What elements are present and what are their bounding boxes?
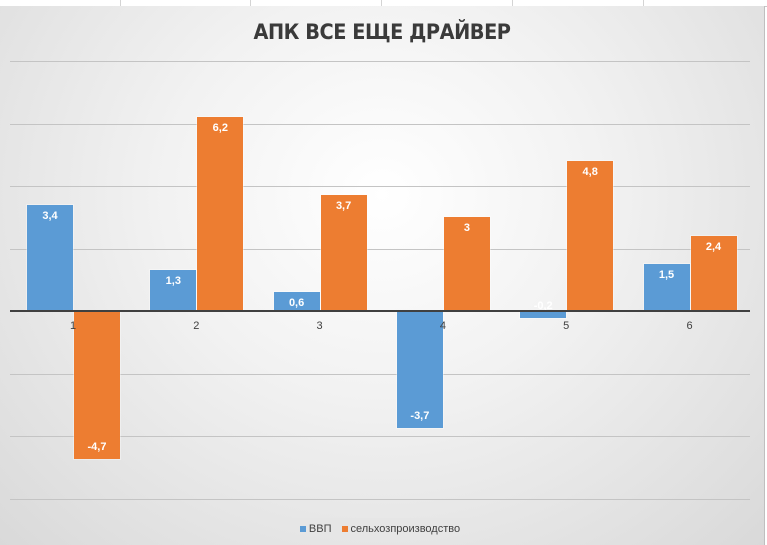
- x-axis-tick-label: 5: [563, 320, 570, 332]
- x-axis-tick-label: 3: [316, 320, 323, 332]
- data-label: -3,7: [410, 409, 430, 422]
- gridline: [10, 61, 750, 62]
- x-axis-line: [10, 310, 750, 312]
- gridline: [10, 186, 750, 187]
- sheet-column-divider: [120, 0, 121, 6]
- data-label: -4,7: [87, 440, 107, 453]
- data-label: 3,7: [335, 200, 352, 213]
- legend-swatch-agriculture-icon: [341, 526, 348, 532]
- legend-item-gdp[interactable]: ВВП: [299, 523, 332, 535]
- bar-gdp-1[interactable]: [27, 204, 73, 311]
- bar-agriculture-6[interactable]: [690, 236, 737, 311]
- data-label: 3,4: [42, 209, 58, 222]
- data-label: 4,8: [582, 166, 598, 178]
- data-label: 1,5: [658, 269, 675, 282]
- bar-gdp-3[interactable]: [273, 292, 320, 311]
- gridline: [10, 123, 750, 125]
- legend-item-agriculture[interactable]: сельхозпроизводство: [341, 523, 461, 535]
- sheet-column-divider: [381, 0, 382, 6]
- gridline: [10, 436, 750, 437]
- x-axis-tick-label: 6: [686, 320, 693, 332]
- gridline: [10, 373, 750, 375]
- data-label: 6,2: [212, 122, 228, 135]
- sheet-column-divider: [250, 0, 251, 6]
- legend-label-gdp: ВВП: [308, 523, 332, 535]
- bar-agriculture-4[interactable]: [443, 217, 490, 311]
- bar-gdp-5[interactable]: [520, 312, 567, 319]
- chart-area[interactable]: АПК ВСЕ ЕЩЕ ДРАЙВЕР 3,4 -4,7 1 1,3 6,2 2 0,6 3,…: [0, 6, 765, 545]
- legend-label-agriculture: сельхозпроизводство: [350, 523, 461, 535]
- data-label: -0,2: [533, 300, 553, 313]
- legend[interactable]: ВВП сельхозпроизводство: [285, 518, 475, 540]
- legend-swatch-gdp-icon: [299, 526, 306, 532]
- data-label: 2,4: [705, 241, 722, 253]
- sheet-column-divider: [512, 0, 513, 6]
- x-axis-tick-label: 1: [69, 320, 77, 332]
- data-label: 0,6: [288, 297, 305, 310]
- bar-gdp-2[interactable]: [150, 270, 197, 311]
- bar-gdp-6[interactable]: [643, 264, 690, 311]
- bar-gdp-4[interactable]: [396, 312, 443, 428]
- gridline: [10, 248, 750, 250]
- data-label: 1,3: [165, 275, 181, 288]
- bar-agriculture-3[interactable]: [320, 195, 367, 311]
- bar-agriculture-2[interactable]: [197, 117, 244, 311]
- gridline: [10, 498, 750, 500]
- chart-title[interactable]: АПК ВСЕ ЕЩЕ ДРАЙВЕР: [253, 20, 511, 44]
- bar-agriculture-5[interactable]: [567, 161, 614, 311]
- sheet-column-divider: [643, 0, 644, 6]
- bar-agriculture-1[interactable]: [74, 312, 120, 459]
- data-label: 3: [463, 222, 470, 235]
- x-axis-tick-label: 2: [193, 320, 200, 332]
- x-axis-tick-label: 4: [439, 320, 446, 332]
